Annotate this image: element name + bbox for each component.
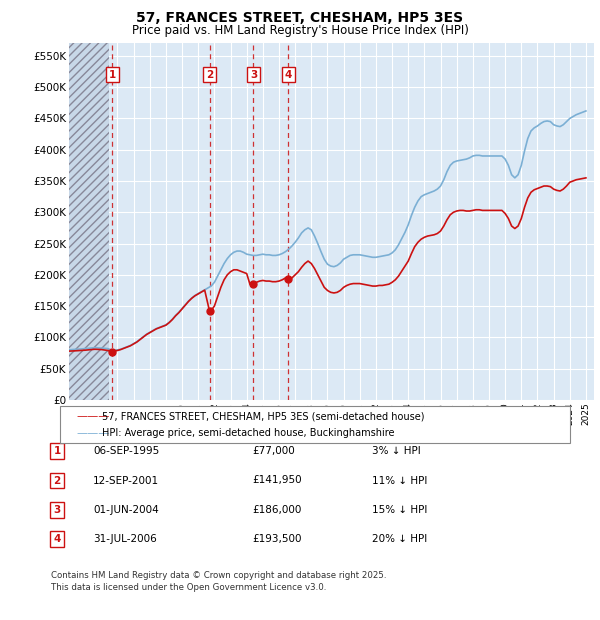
Text: 1: 1: [109, 69, 116, 80]
Text: 57, FRANCES STREET, CHESHAM, HP5 3ES (semi-detached house): 57, FRANCES STREET, CHESHAM, HP5 3ES (se…: [102, 411, 425, 421]
Text: Price paid vs. HM Land Registry's House Price Index (HPI): Price paid vs. HM Land Registry's House …: [131, 24, 469, 37]
Text: 4: 4: [284, 69, 292, 80]
Text: ———: ———: [76, 428, 110, 438]
Text: Contains HM Land Registry data © Crown copyright and database right 2025.: Contains HM Land Registry data © Crown c…: [51, 571, 386, 580]
Bar: [69, 43, 109, 400]
Text: £186,000: £186,000: [252, 505, 301, 515]
Text: 2: 2: [53, 476, 61, 485]
Text: 2: 2: [206, 69, 213, 80]
Text: 3% ↓ HPI: 3% ↓ HPI: [372, 446, 421, 456]
Text: 15% ↓ HPI: 15% ↓ HPI: [372, 505, 427, 515]
Text: 20% ↓ HPI: 20% ↓ HPI: [372, 534, 427, 544]
Text: 4: 4: [53, 534, 61, 544]
Text: 12-SEP-2001: 12-SEP-2001: [93, 476, 159, 485]
Text: £141,950: £141,950: [252, 476, 302, 485]
Text: 11% ↓ HPI: 11% ↓ HPI: [372, 476, 427, 485]
Text: 06-SEP-1995: 06-SEP-1995: [93, 446, 159, 456]
Text: 3: 3: [250, 69, 257, 80]
Text: 01-JUN-2004: 01-JUN-2004: [93, 505, 159, 515]
Text: ———: ———: [76, 411, 110, 421]
Text: 3: 3: [53, 505, 61, 515]
Text: HPI: Average price, semi-detached house, Buckinghamshire: HPI: Average price, semi-detached house,…: [102, 428, 395, 438]
Text: 31-JUL-2006: 31-JUL-2006: [93, 534, 157, 544]
Text: £193,500: £193,500: [252, 534, 302, 544]
Text: 1: 1: [53, 446, 61, 456]
Text: £77,000: £77,000: [252, 446, 295, 456]
Text: 57, FRANCES STREET, CHESHAM, HP5 3ES: 57, FRANCES STREET, CHESHAM, HP5 3ES: [136, 11, 464, 25]
Text: This data is licensed under the Open Government Licence v3.0.: This data is licensed under the Open Gov…: [51, 583, 326, 593]
